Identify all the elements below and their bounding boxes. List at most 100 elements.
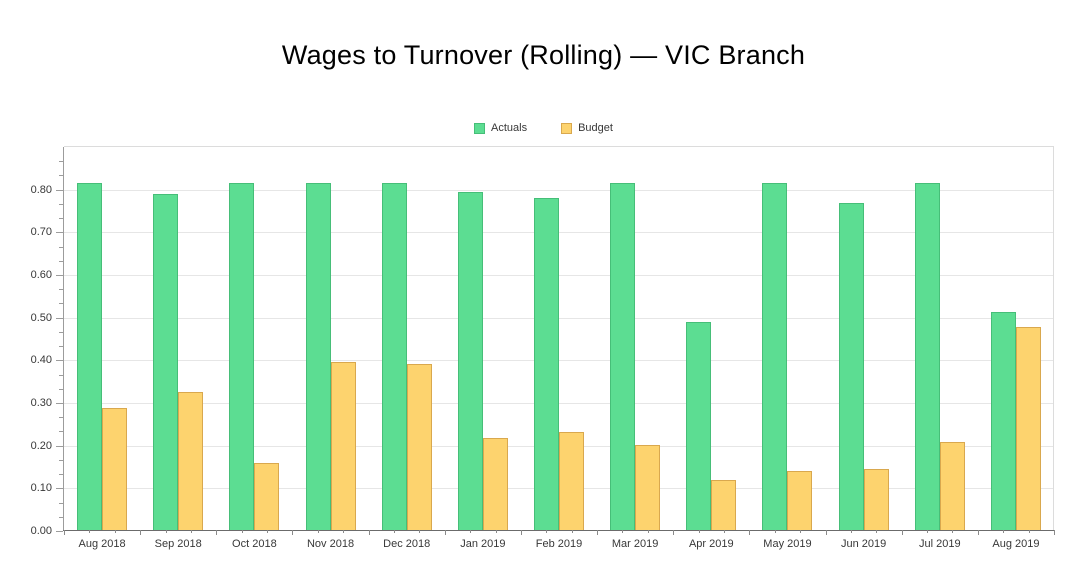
x-axis-minor-tick [114,530,116,533]
x-axis-major-tick [216,530,218,535]
bar-actuals [610,183,636,530]
x-axis-label: Apr 2019 [688,538,734,550]
bar-actuals [914,183,940,530]
bar-actuals [229,183,255,530]
y-axis-major-tick [56,488,63,490]
y-axis-minor-tick [59,175,63,177]
y-axis-minor-tick [59,289,63,291]
y-axis-minor-tick [59,474,63,476]
x-axis-minor-tick [571,530,573,533]
bar-budget [406,363,432,530]
x-axis-minor-tick [647,530,649,533]
x-axis-major-tick [749,530,751,535]
bar-budget [330,361,356,530]
plot-area: 0.00 0.10 0.20 0.30 0.40 0.50 0.60 0.70 0.80 Aug … [31,146,1055,550]
x-axis-minor-tick [1003,530,1005,533]
x-axis-minor-tick [850,530,852,533]
y-axis-major-tick [56,275,63,276]
y-axis-major-tick [56,403,63,404]
x-axis-minor-tick [622,530,624,533]
y-axis-minor-tick [59,502,63,504]
x-axis-label: Aug 2019 [992,538,1040,550]
chart-legend: Actuals Budget [0,122,1087,134]
x-axis-line [63,530,1054,531]
x-axis-major-tick [444,530,446,535]
x-axis-major-tick [368,530,370,535]
legend-item-actuals: Actuals [474,122,527,134]
x-axis-minor-tick [419,530,421,533]
x-axis-minor-tick [876,530,878,533]
x-axis-major-tick [825,530,827,535]
x-axis-minor-tick [394,530,395,533]
bar-budget [787,470,813,530]
y-axis-label: 0.60 [30,269,52,281]
x-axis-minor-tick [470,530,472,533]
y-axis-minor-tick [59,388,63,390]
y-axis-line [63,147,64,530]
x-axis-minor-tick [724,530,725,533]
x-axis-label: Dec 2018 [383,538,431,550]
bar-budget [102,407,128,530]
x-axis-minor-tick [267,530,269,533]
x-axis-minor-tick [927,530,929,533]
bar-actuals [381,183,407,530]
x-axis-minor-tick [89,530,91,533]
y-axis-label: 0.70 [30,226,52,239]
x-axis-major-tick [901,530,903,535]
x-axis-major-tick [1054,530,1055,535]
bar-actuals [838,202,864,530]
y-axis-minor-tick [59,516,63,518]
y-axis-label: 0.10 [30,482,52,495]
y-axis-minor-tick [59,346,63,348]
bar-budget [711,480,737,530]
y-axis-minor-tick [59,417,63,419]
bar-actuals [305,183,331,530]
x-axis-label: Nov 2018 [306,538,355,550]
bar-actuals [153,193,179,530]
x-axis-minor-tick [165,530,167,533]
x-axis-minor-tick [241,530,243,533]
x-axis-major-tick [977,530,979,535]
y-axis-minor-tick [59,303,63,305]
x-axis-label: Sep 2018 [154,538,202,550]
legend-swatch-budget [561,122,573,134]
x-axis-label: Jan 2019 [460,538,506,550]
legend-item-budget: Budget [561,122,613,134]
bar-actuals [534,198,559,530]
x-axis-minor-tick [495,530,497,533]
x-axis-major-tick [140,530,142,535]
x-axis-label: Oct 2018 [232,538,277,550]
x-axis-minor-tick [190,530,192,533]
x-axis-minor-tick [952,530,954,533]
x-axis-major-tick [64,530,65,535]
x-axis-minor-tick [774,530,776,533]
x-axis-minor-tick [343,530,345,533]
bar-budget [1015,327,1041,530]
bar-budget [178,392,204,530]
x-axis-minor-tick [1028,530,1030,533]
y-axis-label: 0.30 [30,397,52,409]
chart-title: Wages to Turnover (Rolling) — VIC Branch [281,40,806,70]
y-axis-minor-tick [59,374,63,376]
x-axis-minor-tick [698,530,700,533]
y-axis-major-tick [56,360,63,362]
x-axis-label: Jul 2019 [918,538,961,550]
y-axis-label: 0.80 [30,183,52,196]
x-axis-label: Aug 2018 [78,538,126,550]
y-axis-minor-tick [59,246,63,248]
bar-actuals [686,321,712,530]
y-axis-minor-tick [59,218,63,220]
x-axis-label: Feb 2019 [535,538,583,550]
y-axis-minor-tick [59,459,63,461]
y-axis-minor-tick [59,203,63,205]
bar-actuals [457,192,483,530]
x-axis-major-tick [292,530,294,535]
x-axis-major-tick [520,530,522,535]
x-axis-label: Jun 2019 [840,538,887,550]
y-axis-minor-tick [59,331,63,333]
legend-swatch-actuals [474,122,486,134]
bar-budget [559,432,584,530]
bar-budget [635,445,661,530]
y-axis-label: 0.50 [30,311,52,324]
x-axis-minor-tick [317,530,319,533]
